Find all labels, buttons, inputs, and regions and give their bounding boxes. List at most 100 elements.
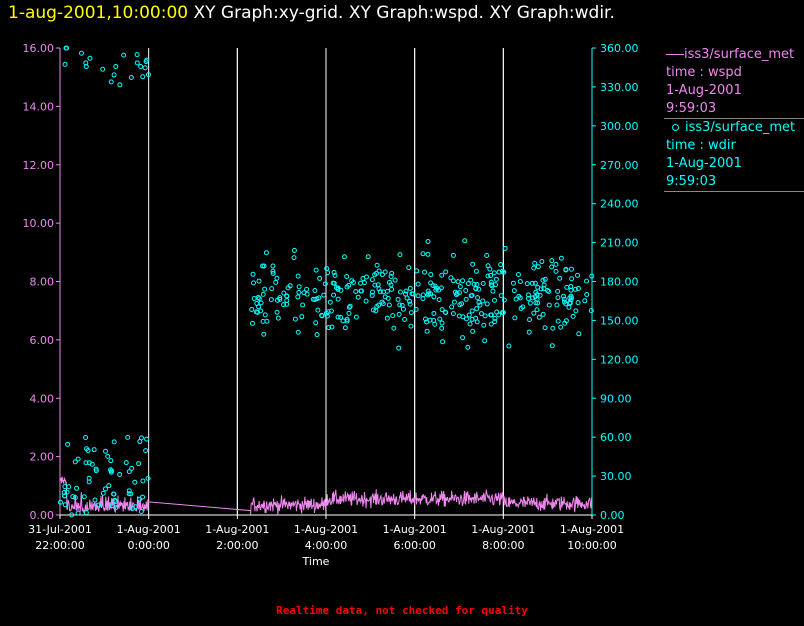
wdir-point <box>139 435 145 441</box>
wdir-point <box>549 264 555 270</box>
wdir-point <box>250 271 256 277</box>
legend-series-wspd[interactable]: iss3/surface_met time : wspd 1-Aug-2001 … <box>664 46 804 118</box>
wdir-point <box>535 264 541 270</box>
legend-wdir-date: 1-Aug-2001 <box>666 156 742 171</box>
wdir-point <box>296 284 302 290</box>
wdir-point <box>520 304 526 310</box>
right-tick-label: 30.00 <box>600 470 632 483</box>
wdir-point <box>93 468 99 474</box>
wdir-point <box>261 263 267 269</box>
x-tick-label: 2:00:00 <box>216 539 258 552</box>
wdir-point <box>256 296 262 302</box>
legend-wspd-time: 9:59:03 <box>666 101 717 116</box>
wdir-point <box>315 307 321 313</box>
wdir-point <box>457 284 463 290</box>
wdir-point <box>389 286 395 292</box>
wdir-point <box>476 286 482 292</box>
wdir-point <box>251 280 257 286</box>
wdir-point <box>488 312 494 318</box>
circle-swatch-icon <box>672 124 679 131</box>
wdir-point <box>136 461 142 467</box>
wdir-point <box>480 298 486 304</box>
wdir-point <box>425 238 431 244</box>
wdir-point <box>331 269 337 275</box>
wdir-point <box>72 459 78 465</box>
legend-wdir-name: iss3/surface_met <box>685 120 796 135</box>
wdir-point <box>403 288 409 294</box>
wdir-point <box>344 274 350 280</box>
wdir-point <box>536 314 542 320</box>
wdir-point <box>399 302 405 308</box>
wdir-point <box>128 491 134 497</box>
wdir-point <box>117 472 123 478</box>
wdir-point <box>541 282 547 288</box>
wdir-point <box>546 302 552 308</box>
wdir-point <box>108 467 114 473</box>
wdir-point <box>513 296 519 302</box>
wdir-point <box>575 300 581 306</box>
wdir-point <box>510 280 516 286</box>
wdir-point <box>281 302 287 308</box>
wdir-point <box>425 251 431 257</box>
wdir-point <box>440 339 446 345</box>
wdir-point <box>569 276 575 282</box>
wdir-point <box>96 502 102 508</box>
wdir-point <box>313 320 319 326</box>
wdir-point <box>321 292 327 298</box>
x-tick-label: 4:00:00 <box>305 539 347 552</box>
wdir-point <box>335 286 341 292</box>
wdir-point <box>140 494 146 500</box>
left-tick-label: 10.00 <box>23 217 55 230</box>
wdir-point <box>563 318 569 324</box>
wdir-point <box>373 308 379 314</box>
wdir-point <box>450 278 456 284</box>
wdir-point <box>527 300 533 306</box>
wdir-point <box>138 508 144 514</box>
legend-divider <box>664 191 804 192</box>
wdir-point <box>488 273 494 279</box>
wdir-point <box>568 297 574 303</box>
wdir-point <box>330 280 336 286</box>
wdir-point <box>408 323 414 329</box>
wdir-point <box>126 491 132 497</box>
wdir-point <box>295 294 301 300</box>
wdir-point <box>554 302 560 308</box>
wdir-point <box>460 314 466 320</box>
wdir-point <box>397 289 403 295</box>
wdir-point <box>102 448 108 454</box>
wdir-point <box>498 262 504 268</box>
wdir-point <box>492 315 498 321</box>
wdir-point <box>439 325 445 331</box>
wdir-point <box>312 287 318 293</box>
wdir-point <box>485 273 491 279</box>
wdir-point <box>110 491 116 497</box>
wdir-point <box>465 344 471 350</box>
wdir-point <box>324 265 330 271</box>
wdir-point <box>494 309 500 315</box>
wdir-point <box>81 494 87 500</box>
wdir-point <box>133 504 139 510</box>
wdir-point <box>443 269 449 275</box>
wdir-point <box>557 275 563 281</box>
legend-wdir-field: time : wdir <box>666 138 736 153</box>
wdir-point <box>291 255 297 261</box>
wdir-point <box>482 338 488 344</box>
wdir-point <box>256 278 262 284</box>
wdir-point <box>382 269 388 275</box>
wdir-point <box>555 288 561 294</box>
wdir-point <box>388 273 394 279</box>
wdir-point <box>347 303 353 309</box>
wdir-point <box>527 317 533 323</box>
right-tick-label: 90.00 <box>600 392 632 405</box>
wdir-point <box>396 311 402 317</box>
wdir-point <box>391 325 397 331</box>
wdir-point <box>111 439 117 445</box>
wdir-point <box>314 296 320 302</box>
wdir-point <box>363 274 369 280</box>
wdir-point <box>84 446 90 452</box>
legend-series-wdir[interactable]: iss3/surface_met time : wdir 1-Aug-2001 … <box>664 119 804 191</box>
wdir-point <box>75 456 81 462</box>
wdir-point <box>249 320 255 326</box>
wdir-point <box>382 294 388 300</box>
